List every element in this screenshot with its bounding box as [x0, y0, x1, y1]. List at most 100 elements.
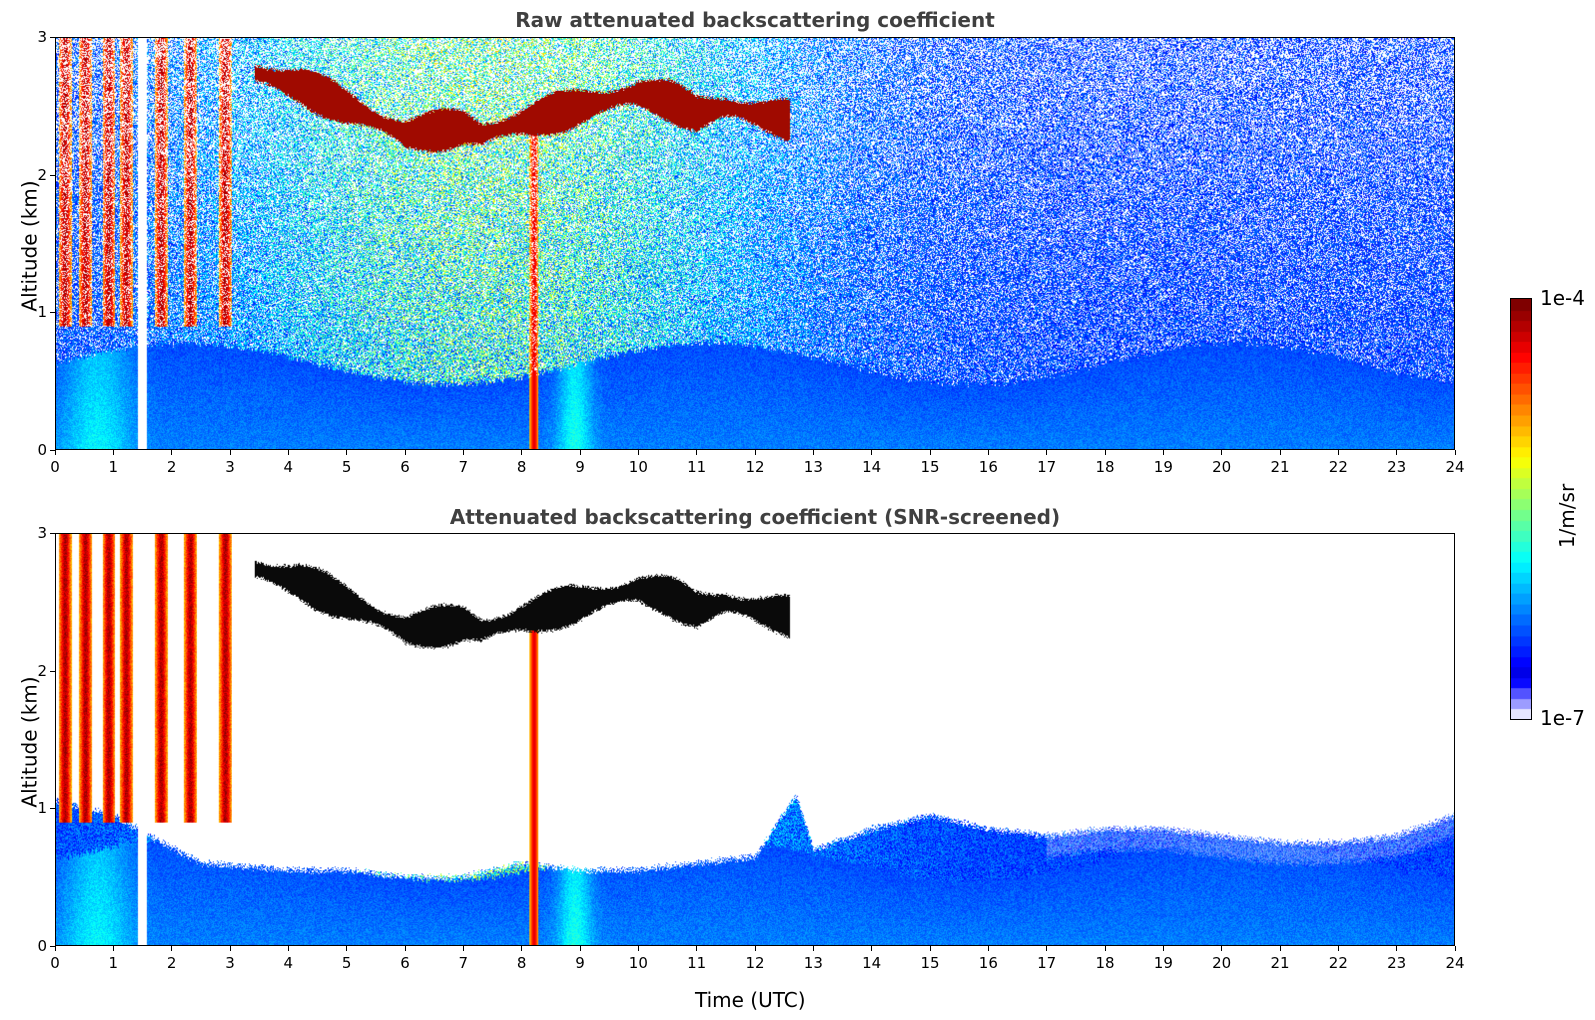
x-axis-label: Time (UTC): [695, 988, 806, 1012]
top-x-tick-label: 2: [166, 458, 177, 476]
bottom-x-tickmark: [696, 946, 698, 951]
top-y-tick-label: 0: [37, 441, 47, 459]
top-x-tickmark: [1046, 450, 1048, 455]
bottom-y-tick-label: 1: [37, 799, 47, 818]
top-x-tick-label: 4: [283, 458, 294, 476]
top-x-tickmark: [754, 450, 756, 455]
top-x-tick-label: 1: [108, 458, 119, 476]
top-x-tick-label: 10: [628, 458, 648, 476]
top-y-tickmark: [50, 174, 55, 176]
top-x-tickmark: [112, 450, 114, 455]
top-x-tick-label: 18: [1095, 458, 1115, 476]
colorbar-max-label: 1e-4: [1540, 286, 1585, 310]
top-y-tickmark: [50, 37, 55, 38]
bottom-y-tickmark: [50, 670, 55, 672]
top-x-tickmark: [462, 450, 464, 455]
bottom-x-tick-label: 13: [803, 954, 823, 972]
bottom-x-tickmark: [171, 946, 173, 951]
bottom-x-tick-label: 4: [283, 954, 294, 972]
bottom-x-tick-label: 10: [628, 954, 648, 972]
top-x-tick-label: 5: [341, 458, 352, 476]
bottom-x-tick-label: 19: [1153, 954, 1173, 972]
top-y-tickmark: [50, 312, 55, 314]
bottom-x-tick-label: 5: [341, 954, 352, 972]
bottom-y-tickmark: [50, 808, 55, 810]
top-x-tickmark: [521, 450, 523, 455]
top-x-tick-label: 23: [1387, 458, 1407, 476]
top-x-tickmark: [637, 450, 639, 455]
colorbar: [1510, 298, 1532, 720]
top-x-tick-label: 13: [803, 458, 823, 476]
top-y-axis-label: Altitude (km): [17, 180, 42, 312]
bottom-x-tick-label: 22: [1328, 954, 1348, 972]
bottom-x-tick-label: 0: [50, 954, 60, 972]
top-x-tick-label: 11: [687, 458, 707, 476]
top-x-tick-label: 15: [920, 458, 940, 476]
top-x-tickmark: [987, 450, 989, 455]
top-x-tick-label: 19: [1153, 458, 1173, 476]
bottom-x-tickmark: [1046, 946, 1048, 951]
bottom-x-tickmark: [54, 946, 56, 951]
top-x-tickmark: [287, 450, 289, 455]
top-x-tick-label: 17: [1037, 458, 1057, 476]
bottom-x-tick-label: 24: [1445, 954, 1465, 972]
bottom-x-tick-label: 7: [458, 954, 469, 972]
bottom-y-tick-label: 2: [37, 661, 47, 680]
bottom-x-tickmark: [929, 946, 931, 951]
bottom-x-tickmark: [112, 946, 114, 951]
bottom-x-tickmark: [579, 946, 581, 951]
bottom-x-tick-label: 23: [1387, 954, 1407, 972]
colorbar-min-label: 1e-7: [1540, 706, 1585, 730]
top-x-tickmark: [1337, 450, 1339, 455]
top-x-tick-label: 14: [862, 458, 882, 476]
top-x-tick-label: 20: [1212, 458, 1232, 476]
bottom-x-tickmark: [754, 946, 756, 951]
bottom-x-tickmark: [1279, 946, 1281, 951]
bottom-x-tickmark: [1221, 946, 1223, 951]
bottom-y-axis-label: Altitude (km): [17, 676, 42, 808]
bottom-x-tickmark: [871, 946, 873, 951]
top-y-tick-label: 3: [37, 28, 47, 46]
bottom-x-tick-label: 20: [1212, 954, 1232, 972]
top-x-tickmark: [579, 450, 581, 455]
bottom-x-tick-label: 15: [920, 954, 940, 972]
top-x-tickmark: [1221, 450, 1223, 455]
bottom-x-tickmark: [287, 946, 289, 951]
bottom-x-tickmark: [987, 946, 989, 951]
bottom-x-tickmark: [1337, 946, 1339, 951]
bottom-x-tick-label: 16: [978, 954, 998, 972]
bottom-x-tick-label: 9: [575, 954, 585, 972]
top-x-tick-label: 9: [575, 458, 585, 476]
top-x-tick-label: 12: [745, 458, 765, 476]
top-y-tick-label: 1: [37, 303, 47, 322]
top-x-tickmark: [1279, 450, 1281, 455]
top-x-tickmark: [54, 450, 56, 455]
top-y-tick-label: 2: [37, 165, 47, 184]
bottom-x-tickmark: [462, 946, 464, 951]
top-x-tickmark: [1454, 450, 1456, 455]
bottom-x-tick-label: 2: [166, 954, 177, 972]
top-x-tickmark: [812, 450, 814, 455]
top-x-tick-label: 6: [400, 458, 410, 476]
top-x-tickmark: [1396, 450, 1398, 455]
bottom-x-tickmark: [1396, 946, 1398, 951]
top-x-tick-label: 22: [1328, 458, 1348, 476]
bottom-panel-title: Attenuated backscattering coefficient (S…: [449, 505, 1061, 529]
top-x-tick-label: 7: [458, 458, 469, 476]
top-x-tickmark: [346, 450, 348, 455]
bottom-x-tick-label: 21: [1270, 954, 1290, 972]
screened-backscatter-heatmap: [55, 533, 1455, 946]
bottom-x-tick-label: 1: [108, 954, 119, 972]
bottom-y-tickmark: [50, 946, 55, 947]
bottom-x-tickmark: [812, 946, 814, 951]
top-panel-title: Raw attenuated backscattering coefficien…: [515, 8, 995, 32]
top-x-tickmark: [696, 450, 698, 455]
bottom-y-tickmark: [50, 533, 55, 534]
top-x-tickmark: [229, 450, 231, 455]
top-x-tick-label: 21: [1270, 458, 1290, 476]
top-x-tickmark: [929, 450, 931, 455]
bottom-x-tick-label: 17: [1037, 954, 1057, 972]
bottom-x-tick-label: 8: [516, 954, 527, 972]
bottom-y-tick-label: 0: [37, 937, 47, 955]
top-x-tick-label: 3: [225, 458, 235, 476]
